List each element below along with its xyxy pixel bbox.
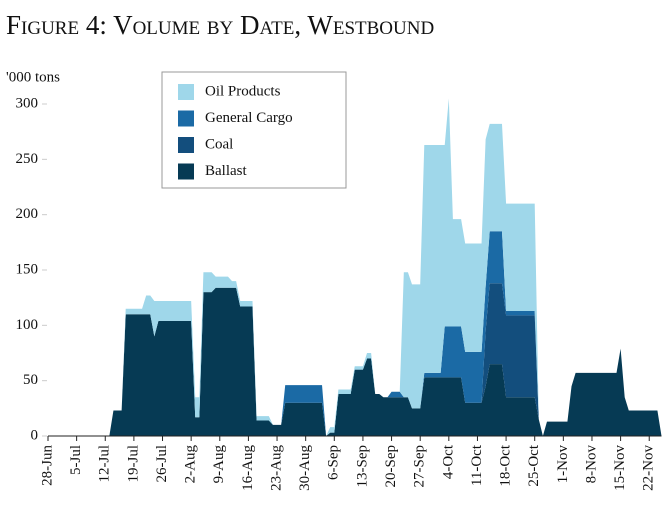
legend-swatch — [178, 163, 194, 180]
y-tick-label: 0 — [31, 427, 39, 443]
x-tick-label: 11-Oct — [469, 444, 485, 486]
x-tick-label: 12-Jul — [97, 445, 113, 483]
x-tick-label: 26-Jul — [154, 445, 170, 483]
x-tick-label: 25-Oct — [526, 444, 542, 486]
y-axis-label: '000 tons — [6, 69, 60, 85]
x-tick-label: 18-Oct — [498, 444, 514, 486]
x-tick-label: 22-Nov — [641, 445, 657, 491]
legend-label: Oil Products — [205, 83, 281, 99]
y-tick-label: 50 — [23, 372, 38, 388]
x-tick-label: 23-Aug — [268, 445, 284, 491]
y-tick-label: 200 — [16, 206, 39, 222]
x-tick-label: 13-Sep — [354, 445, 370, 488]
legend-label: Ballast — [205, 163, 247, 179]
legend-swatch — [178, 84, 194, 100]
x-tick-label: 1-Nov — [555, 445, 571, 484]
x-tick-label: 30-Aug — [297, 445, 313, 491]
legend-label: General Cargo — [205, 110, 293, 126]
x-tick-label: 6-Sep — [326, 445, 342, 480]
x-tick-label: 9-Aug — [211, 445, 227, 484]
x-tick-label: 28-Jun — [39, 445, 55, 486]
chart-title: Figure 4: Volume by Date, Westbound — [6, 10, 434, 40]
legend-swatch — [178, 137, 194, 153]
y-tick-label: 100 — [16, 317, 39, 333]
y-tick-label: 300 — [16, 95, 39, 111]
x-tick-label: 27-Sep — [412, 445, 428, 488]
x-tick-label: 2-Aug — [183, 445, 199, 484]
x-tick-label: 8-Nov — [583, 445, 599, 484]
x-tick-label: 20-Sep — [383, 445, 399, 488]
axes: 0 50 100 150 200 250 300 28-Jun 5-Jul 12-Jul 19-Ju… — [16, 95, 662, 491]
x-tick-label: 5-Jul — [68, 445, 84, 475]
legend-label: Coal — [205, 136, 233, 152]
y-tick-label: 150 — [16, 261, 39, 277]
x-tick-label: 16-Aug — [240, 445, 256, 491]
x-tick-label: 4-Oct — [440, 444, 456, 479]
x-tick-label: 15-Nov — [612, 445, 628, 491]
area — [48, 287, 662, 436]
legend-swatch — [178, 110, 194, 127]
x-tick-label: 19-Jul — [125, 445, 141, 483]
area — [48, 98, 662, 436]
y-tick-label: 250 — [16, 151, 39, 167]
area — [48, 283, 662, 436]
plot-area — [48, 98, 662, 436]
legend: Oil Products General Cargo Coal Ballast — [161, 71, 347, 189]
